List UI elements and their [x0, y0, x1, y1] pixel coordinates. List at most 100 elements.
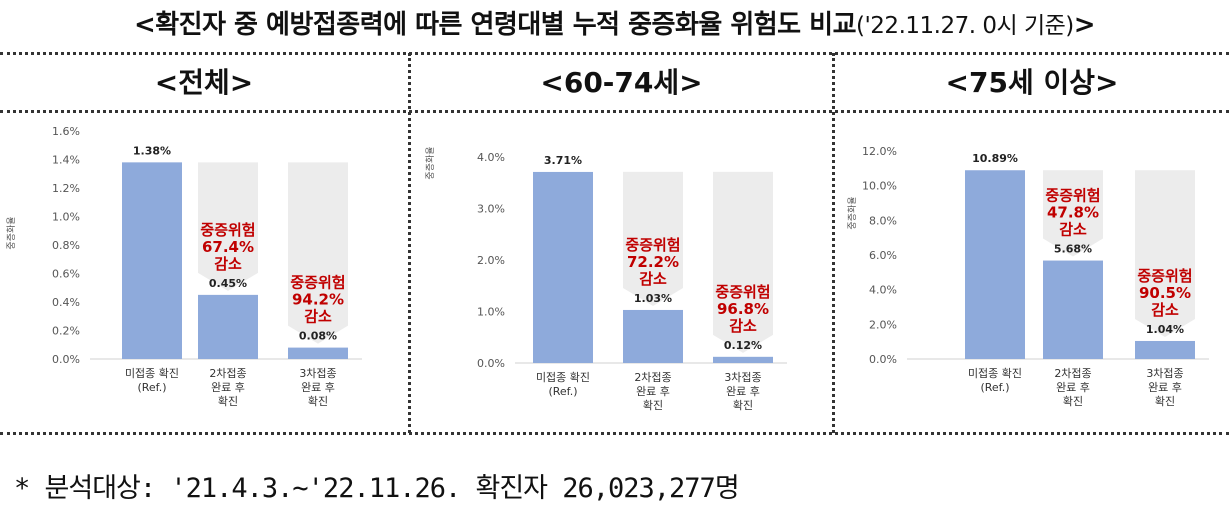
reduction-annotation: 감소	[729, 317, 757, 335]
x-tick-label: 확진	[308, 395, 328, 408]
reduction-arrow	[288, 162, 348, 344]
y-tick-label: 0.2%	[52, 325, 80, 338]
reduction-annotation: 중증위험	[1137, 267, 1192, 285]
x-tick-label: (Ref.)	[548, 385, 577, 398]
x-tick-label: 완료 후	[301, 381, 335, 394]
reduction-annotation: 47.8%	[1047, 204, 1099, 222]
x-tick-label: 미접종 확진	[968, 367, 1022, 380]
reduction-annotation: 중증위험	[715, 283, 770, 301]
title-close: >	[1073, 10, 1096, 40]
title-date: ('22.11.27. 0시 기준)	[856, 13, 1074, 39]
bar	[713, 356, 773, 363]
chart-60-74: 중증화율 0.0% 1.0% 2.0% 3.0% 4.0% 3.71% 미접종 확진(Ref.…	[425, 146, 787, 412]
data-label: 1.38%	[133, 144, 171, 157]
divider-vertical-1	[408, 53, 411, 433]
bar	[1135, 340, 1195, 359]
bar	[1043, 260, 1103, 359]
divider-header	[0, 110, 1229, 113]
reduction-annotation: 감소	[1059, 221, 1087, 239]
reduction-annotation: 중증위험	[200, 221, 255, 239]
x-tick-label: 완료 후	[211, 381, 245, 394]
y-axis-label: 중증화율	[425, 146, 436, 179]
y-tick-label: 1.2%	[52, 182, 80, 195]
x-tick-label: 완료 후	[1148, 381, 1182, 394]
reduction-annotation: 67.4%	[202, 238, 254, 256]
y-tick-label: 2.0%	[869, 318, 897, 331]
x-tick-label: 확진	[218, 395, 238, 408]
reduction-annotation: 중증위험	[625, 236, 680, 254]
divider-bottom	[0, 432, 1229, 435]
data-label: 0.12%	[724, 339, 762, 352]
x-tick-label: 2차접종	[634, 371, 671, 384]
panel-label-75-plus: <75세 이상>	[945, 66, 1119, 99]
x-tick-label: 완료 후	[1056, 381, 1090, 394]
x-tick-label: 확진	[1063, 395, 1083, 408]
reduction-annotation: 감소	[1151, 301, 1179, 319]
footnote: * 분석대상: '21.4.3.∼'22.11.26. 확진자 26,023,2…	[14, 473, 740, 504]
bar	[533, 171, 593, 363]
y-tick-label: 1.6%	[52, 125, 80, 138]
x-tick-label: (Ref.)	[137, 381, 166, 394]
y-tick-label: 0.4%	[52, 296, 80, 309]
bar	[288, 347, 348, 359]
x-tick-label: 2차접종	[1054, 367, 1091, 380]
panel-label-60-74: <60-74세>	[540, 66, 703, 99]
y-tick-label: 0.8%	[52, 239, 80, 252]
y-tick-label: 2.0%	[477, 254, 505, 267]
y-axis-label: 중증화율	[6, 216, 17, 249]
x-tick-label: 미접종 확진	[536, 371, 590, 384]
data-label: 1.04%	[1146, 323, 1184, 336]
reduction-annotation: 94.2%	[292, 291, 344, 309]
x-tick-label: 확진	[1155, 395, 1175, 408]
reduction-annotation: 중증위험	[290, 274, 345, 292]
reduction-arrow	[623, 171, 683, 306]
reduction-annotation: 감소	[304, 308, 332, 326]
y-tick-label: 12.0%	[862, 145, 897, 158]
data-label: 0.45%	[209, 277, 247, 290]
reduction-arrow	[198, 162, 258, 291]
x-tick-label: 확진	[733, 399, 753, 412]
x-tick-label: (Ref.)	[980, 381, 1009, 394]
y-tick-label: 3.0%	[477, 203, 505, 216]
reduction-arrow	[1043, 170, 1103, 257]
reduction-arrow	[1135, 170, 1195, 337]
reduction-annotation: 96.8%	[717, 300, 769, 318]
y-tick-label: 1.0%	[52, 211, 80, 224]
y-tick-label: 0.6%	[52, 268, 80, 281]
bar	[122, 162, 182, 359]
y-tick-label: 4.0%	[477, 151, 505, 164]
bar	[965, 170, 1025, 359]
x-tick-label: 확진	[643, 399, 663, 412]
x-tick-label: 3차접종	[299, 367, 336, 380]
reduction-annotation: 감소	[214, 255, 242, 273]
reduction-annotation: 90.5%	[1139, 284, 1191, 302]
bar	[623, 309, 683, 363]
data-label: 1.03%	[634, 292, 672, 305]
data-label: 0.08%	[299, 330, 337, 343]
page-title: <확진자 중 예방접종력에 따른 연령대별 누적 중증화율 위험도 비교('22…	[0, 0, 1229, 50]
reduction-annotation: 감소	[639, 270, 667, 288]
reduction-annotation: 중증위험	[1045, 187, 1100, 205]
y-tick-label: 0.0%	[52, 353, 80, 366]
panel-label-all: <전체>	[154, 66, 254, 99]
y-tick-label: 1.0%	[477, 306, 505, 319]
x-tick-label: 3차접종	[1146, 367, 1183, 380]
y-tick-label: 0.0%	[869, 353, 897, 366]
reduction-annotation: 72.2%	[627, 253, 679, 271]
reduction-arrow	[713, 171, 773, 353]
x-tick-label: 미접종 확진	[125, 367, 179, 380]
x-tick-label: 완료 후	[636, 385, 670, 398]
y-tick-label: 4.0%	[869, 284, 897, 297]
data-label: 10.89%	[972, 152, 1018, 165]
y-tick-label: 6.0%	[869, 249, 897, 262]
title-main: <확진자 중 예방접종력에 따른 연령대별 누적 중증화율 위험도 비교	[133, 10, 857, 40]
y-tick-label: 0.0%	[477, 357, 505, 370]
data-label: 5.68%	[1054, 243, 1092, 256]
x-tick-label: 완료 후	[726, 385, 760, 398]
divider-top	[0, 52, 1229, 55]
bar	[198, 294, 258, 359]
x-tick-label: 2차접종	[209, 367, 246, 380]
y-tick-label: 8.0%	[869, 214, 897, 227]
x-tick-label: 3차접종	[724, 371, 761, 384]
y-tick-label: 1.4%	[52, 154, 80, 167]
